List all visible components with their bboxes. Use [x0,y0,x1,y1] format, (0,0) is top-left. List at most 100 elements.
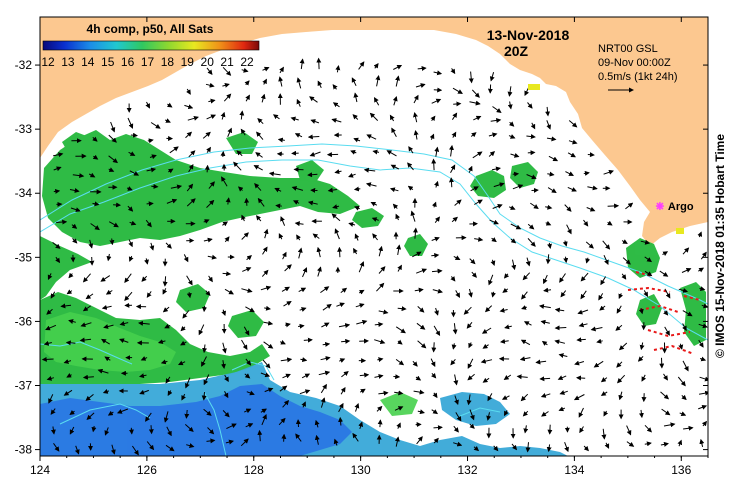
current-arrow [108,167,115,172]
current-arrow [166,198,178,204]
current-arrow [493,445,499,452]
current-arrow [431,342,437,353]
current-arrow [681,268,692,273]
current-arrow [394,390,404,396]
current-arrow [603,254,609,266]
current-arrow [374,97,380,106]
current-arrow [394,406,404,411]
current-arrow [413,389,425,395]
current-valid-time: 09-Nov 00:00Z [598,57,671,69]
current-arrow [294,133,303,138]
current-arrow [69,188,80,193]
current-arrow [180,340,187,346]
current-arrow [607,220,613,226]
current-arrow [554,325,567,331]
current-arrow [522,410,529,417]
current-arrow [336,302,345,308]
current-arrow [567,186,577,192]
current-arrow [541,340,548,346]
current-arrow [600,377,608,383]
current-arrow [565,171,574,176]
current-arrow [225,197,231,205]
current-arrow [450,164,456,174]
current-arrow [227,127,232,138]
current-arrow [431,268,443,274]
current-arrow [162,288,168,295]
current-arrow [68,319,76,324]
current-arrow [97,368,109,374]
current-arrow [519,356,531,362]
current-arrow [554,339,566,345]
current-arrow [413,112,418,123]
current-arrow [180,326,186,332]
product-label: 4h comp, p50, All Sats [87,22,214,36]
x-tick-label: 132 [458,463,478,477]
current-arrow [586,206,596,212]
current-arrow [492,106,502,113]
current-arrow [412,227,418,239]
current-arrow [455,412,462,422]
current-arrow [72,238,78,244]
current-arrow [397,264,402,272]
current-arrow [128,255,134,262]
current-arrow [108,134,117,143]
current-arrow [74,445,80,455]
current-arrow [602,240,611,250]
current-arrow [338,416,344,426]
current-arrow [303,337,313,343]
current-arrow [451,343,457,350]
current-arrow [110,121,116,133]
current-arrow [644,270,653,277]
current-arrow [482,377,490,383]
x-axis: 124 126 128 130 132 134 136 [30,17,709,477]
current-arrow [299,389,311,395]
current-arrow [282,400,290,408]
current-arrow [222,410,230,418]
current-arrow [165,242,172,249]
current-arrow [432,392,438,399]
current-arrow [378,266,386,274]
coastal-warm-patch [528,84,540,90]
current-arrow [502,287,509,293]
map-time: 20Z [504,43,529,59]
current-arrow [284,264,292,272]
current-arrow [417,66,427,71]
current-arrow [298,287,307,293]
current-arrow [430,358,436,367]
current-arrow [603,169,614,175]
current-arrow [245,306,255,313]
current-arrow [507,101,513,110]
current-arrow [585,241,594,249]
current-arrow [546,136,557,142]
current-arrow [545,220,552,226]
current-arrow [166,102,173,108]
current-arrow [417,409,425,415]
current-arrow [224,288,234,295]
current-arrow [113,202,122,208]
current-arrow [416,436,423,445]
current-arrow [354,205,360,211]
current-arrow [470,132,477,138]
current-arrow [415,83,426,88]
current-arrow [102,389,110,394]
current-arrow [146,441,155,451]
current-arrow [275,203,282,209]
current-arrow [107,410,114,416]
current-arrow [233,161,242,171]
current-arrow [348,222,356,227]
current-arrow [272,114,280,120]
colorbar-tick-label: 15 [101,55,115,69]
current-arrow [128,427,134,435]
current-arrow [416,268,428,274]
current-arrow [473,445,480,452]
current-arrow [389,187,399,193]
current-arrow [378,390,389,396]
current-arrow [241,288,253,293]
current-arrow [453,425,459,433]
current-arrow [149,242,155,251]
current-arrow [226,423,237,430]
current-arrow [237,186,244,192]
current-arrow [100,275,111,282]
current-arrow [431,201,437,208]
current-arrow [104,356,111,362]
